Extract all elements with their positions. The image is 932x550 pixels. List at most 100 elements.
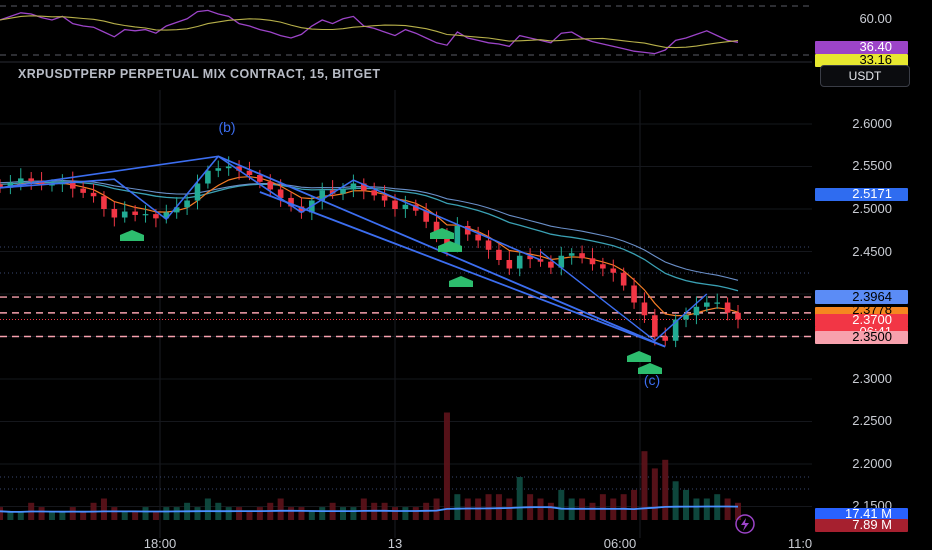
candle-body xyxy=(163,212,170,219)
candle-body xyxy=(412,204,419,211)
last-price-badge-bg xyxy=(815,314,908,327)
volume-bar xyxy=(111,507,118,520)
price-tick-label: 2.6000 xyxy=(852,116,892,131)
candle-body xyxy=(464,226,471,235)
price-tick-label: 2.5000 xyxy=(852,201,892,216)
signal-marker xyxy=(438,241,462,252)
volume-bar xyxy=(558,489,565,520)
price-tick-label: 2.2500 xyxy=(852,413,892,428)
candle-body xyxy=(184,200,190,208)
volume-bar xyxy=(620,494,627,520)
volume-bar xyxy=(703,498,710,520)
moving-averages xyxy=(0,176,739,317)
rsi-value-badge: 36.40 xyxy=(859,39,892,54)
ma-price-badge-bg xyxy=(815,290,908,304)
candle-body xyxy=(350,183,357,190)
candle-body xyxy=(610,268,617,273)
candle-body xyxy=(735,312,741,320)
candle-body xyxy=(527,255,533,260)
candle-body xyxy=(205,170,211,184)
candle-body xyxy=(537,259,544,262)
support-level-badge-bg xyxy=(815,331,908,344)
ema-fast-line xyxy=(0,176,739,317)
wave-zigzag xyxy=(0,155,541,261)
candle-body xyxy=(485,240,492,250)
volume-bar xyxy=(38,507,45,520)
candle-body xyxy=(142,214,149,216)
volume-bar xyxy=(319,507,326,520)
volume-bar xyxy=(288,507,295,520)
candle-body xyxy=(683,315,689,320)
currency-button[interactable]: USDT xyxy=(820,65,910,87)
rsi-panel xyxy=(0,5,932,63)
volume-bar xyxy=(152,511,159,520)
volume-bar xyxy=(506,498,513,520)
candle-body xyxy=(714,302,721,304)
last-price-badge: 2.3700 xyxy=(852,312,892,327)
candle-body xyxy=(267,181,274,190)
time-axis[interactable]: 18:00 13 06:00 11:0 xyxy=(0,514,812,550)
wave-pattern: (b) (c) xyxy=(0,119,708,388)
candle-body xyxy=(298,206,305,213)
volume-ma-line xyxy=(0,505,739,513)
candle-body xyxy=(329,190,336,194)
volume-bar xyxy=(7,511,14,520)
candle-body xyxy=(662,336,669,341)
price-axis-bg xyxy=(812,0,932,550)
signal-marker xyxy=(120,230,144,241)
volume-bar xyxy=(340,507,347,520)
candle-body xyxy=(724,302,731,313)
signal-marker xyxy=(638,363,662,374)
candle-body xyxy=(620,272,627,286)
volume-badge-bg xyxy=(815,519,908,532)
rsi-signal-badge: 33.16 xyxy=(859,52,892,67)
volume-bar xyxy=(547,502,554,520)
candle-body xyxy=(340,189,346,194)
candle-body xyxy=(361,183,367,191)
volume-bar xyxy=(48,511,55,520)
volume-ma-badge: 17.41 M xyxy=(845,506,892,521)
candle-body xyxy=(194,183,201,201)
volume-bar xyxy=(683,489,690,520)
candle-body xyxy=(371,190,377,196)
time-tick-label: 13 xyxy=(388,536,402,550)
candle-body xyxy=(7,182,14,188)
candle-body xyxy=(38,180,45,186)
wave-b-label: (b) xyxy=(218,119,235,135)
candle-body xyxy=(319,190,326,201)
volume-bar xyxy=(225,507,232,520)
volume-bar xyxy=(256,507,263,520)
time-tick-label: 06:00 xyxy=(604,536,637,550)
volume-bar xyxy=(516,477,523,520)
volume-bar xyxy=(631,489,638,520)
wave-c-label: (c) xyxy=(644,372,660,388)
candle-body xyxy=(28,178,34,181)
volume-bar xyxy=(132,511,139,520)
candle-body xyxy=(600,264,606,269)
volume-bar xyxy=(80,511,87,520)
ema-slow-line xyxy=(0,181,739,292)
volume-bar xyxy=(537,498,544,520)
price-axis[interactable]: 2.6000 2.5500 2.5000 2.4500 2.3000 2.2500 2.20… xyxy=(812,0,932,550)
volume-bar xyxy=(360,498,367,520)
ma-line xyxy=(0,180,739,281)
signal-marker xyxy=(627,351,651,362)
candle-body xyxy=(652,315,658,337)
candle-body xyxy=(641,302,648,316)
time-tick-label: 18:00 xyxy=(144,536,177,550)
volume-bar xyxy=(173,507,180,520)
lightning-icon xyxy=(735,514,755,534)
candle-body xyxy=(173,207,180,213)
signal-markers xyxy=(120,228,662,374)
ma-price-badge: 2.3964 xyxy=(852,289,892,304)
rsi-signal-line xyxy=(0,15,739,49)
rsi-signal-badge-bg xyxy=(815,54,908,67)
ema-fast-price-badge: 2.3778 xyxy=(852,302,892,317)
volume-bar xyxy=(204,498,211,520)
volume-bar xyxy=(163,507,170,520)
volume-bars xyxy=(0,412,741,520)
volume-bar xyxy=(121,511,128,520)
candle-body xyxy=(579,253,585,259)
volume-bar xyxy=(350,507,357,520)
